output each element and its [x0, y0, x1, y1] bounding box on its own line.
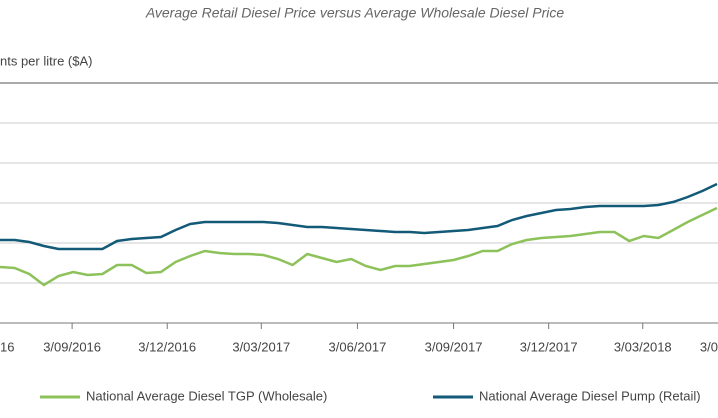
legend-label: National Average Diesel Pump (Retail) [479, 388, 701, 403]
chart-title: Average Retail Diesel Price versus Avera… [145, 5, 565, 21]
x-tick-label: 3/03/2018 [614, 339, 672, 354]
x-tick-label: 16 [0, 339, 14, 354]
x-tick-label: 3/12/2017 [520, 339, 578, 354]
legend-label: National Average Diesel TGP (Wholesale) [86, 388, 327, 403]
x-tick-label: 3/09/2016 [43, 339, 101, 354]
x-tick-label: 3/06/2017 [329, 339, 387, 354]
series-line [0, 182, 718, 251]
x-tick-label: 3/0 [700, 339, 718, 354]
y-axis-label: nts per litre ($A) [0, 53, 92, 68]
x-tick-label: 3/03/2017 [232, 339, 290, 354]
x-tick-label: 3/12/2016 [138, 339, 196, 354]
series-line [0, 206, 718, 287]
x-tick-label: 3/09/2017 [425, 339, 483, 354]
